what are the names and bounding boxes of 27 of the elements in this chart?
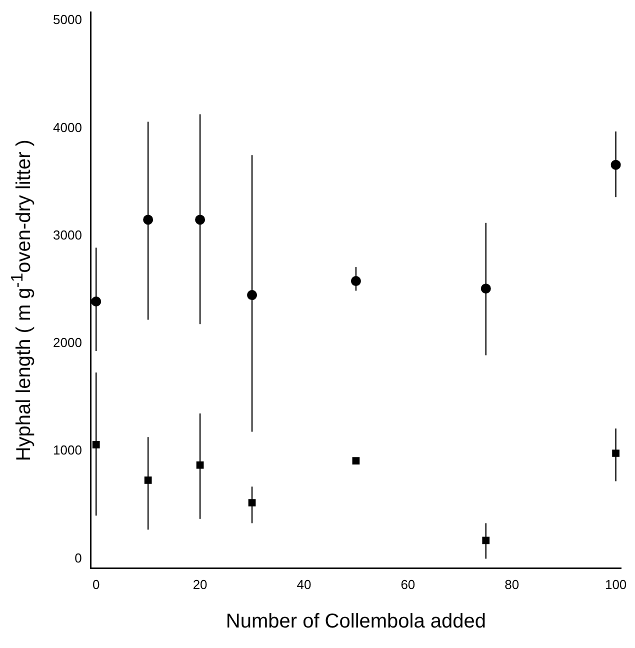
y-tick-label: 5000 (53, 12, 82, 28)
x-tick-label: 60 (400, 576, 416, 592)
point (350, 276, 361, 286)
y-tick-label: 0 (74, 550, 82, 566)
point (92, 440, 100, 448)
point (143, 214, 154, 225)
point (610, 160, 621, 170)
point (612, 450, 620, 457)
y-tick-label: 3000 (53, 227, 82, 242)
y-tick-label: 1000 (53, 442, 82, 458)
point (248, 499, 256, 506)
x-axis-title: Number of Collembola added (226, 610, 486, 633)
x-tick-label: 0 (92, 576, 100, 592)
point (195, 214, 206, 225)
y-tick-label: 2000 (53, 335, 82, 350)
point (247, 290, 258, 300)
point (144, 476, 152, 484)
x-tick-label: 80 (504, 576, 520, 592)
point (480, 284, 491, 294)
point (352, 457, 360, 464)
point (196, 461, 204, 469)
y-tick-label: 4000 (53, 120, 82, 135)
x-tick-label: 20 (192, 576, 208, 592)
point (91, 296, 102, 306)
point (482, 536, 490, 544)
x-tick-label: 100 (604, 576, 627, 592)
x-tick-label: 40 (296, 576, 312, 592)
